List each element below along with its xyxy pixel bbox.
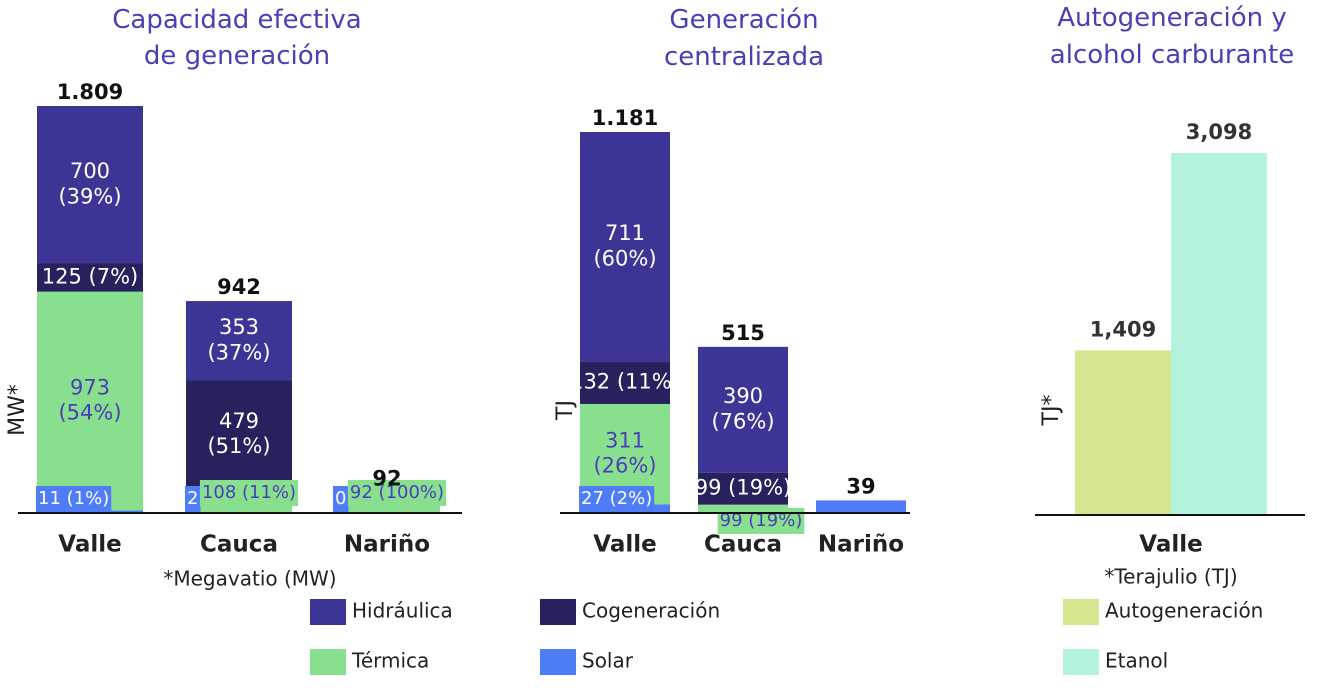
legend-swatch <box>1063 599 1099 625</box>
legend-swatch <box>310 599 346 625</box>
value-label: 2 <box>187 488 198 509</box>
total-label: 92 <box>372 466 401 490</box>
bar-segment <box>186 380 292 489</box>
value-label: 479 (51%) <box>207 409 270 458</box>
x-tick-label: Cauca <box>704 532 782 558</box>
value-label: 0 <box>335 488 346 509</box>
footnote: *Megavatio (MW) <box>163 567 336 591</box>
value-label: 99 (19%) <box>695 476 791 500</box>
x-tick-label: Nariño <box>818 532 904 558</box>
value-label: 11 (1%) <box>38 488 109 509</box>
legend-label: Hidráulica <box>352 599 453 623</box>
total-label: 39 <box>846 474 875 498</box>
value-label: 3,098 <box>1186 120 1252 144</box>
chart-title: Capacidad efectiva de generación <box>112 5 361 71</box>
label-box <box>185 486 201 512</box>
total-label: 1.809 <box>57 80 123 104</box>
label-box <box>347 480 447 506</box>
label-box <box>36 486 112 512</box>
y-axis-label: TJ* <box>1039 395 1064 427</box>
chart-title: Autogeneración y alcohol carburante <box>1050 3 1294 70</box>
x-tick-label: Nariño <box>344 532 430 558</box>
legend-label: Cogeneración <box>582 599 720 623</box>
bar-segment <box>698 472 788 505</box>
x-tick-label: Valle <box>1139 532 1202 558</box>
x-tick-label: Cauca <box>200 532 278 558</box>
value-label: 108 (11%) <box>202 482 296 503</box>
legend-swatch <box>540 649 576 675</box>
x-tick-label: Valle <box>58 532 121 558</box>
value-label: 390 (76%) <box>711 384 774 433</box>
bar-segment <box>580 361 670 404</box>
bar-segment <box>37 106 143 264</box>
bar-segment <box>37 291 143 511</box>
value-label: 132 (11%) <box>570 370 680 394</box>
x-tick-label: Valle <box>593 532 656 558</box>
bar-segment <box>580 132 670 362</box>
footnote: *Terajulio (TJ) <box>1104 565 1237 589</box>
bar-segment <box>698 346 788 473</box>
legend-swatch <box>310 649 346 675</box>
legend-swatch <box>540 599 576 625</box>
bar-segment <box>37 263 143 292</box>
legend-swatch <box>1063 649 1099 675</box>
value-label: 973 (54%) <box>58 375 121 424</box>
value-label: 311 (26%) <box>593 429 656 478</box>
chart-title: Generación centralizada <box>664 5 824 72</box>
annotation: 99 (19%) <box>720 510 803 531</box>
legend-label: Autogeneración <box>1105 599 1263 623</box>
value-label: 92 (100%) <box>350 482 444 503</box>
legend-label: Etanol <box>1105 649 1168 673</box>
value-label: 700 (39%) <box>58 159 121 208</box>
value-label: 353 (37%) <box>207 315 270 364</box>
bar <box>1171 153 1267 515</box>
legend-label: Solar <box>582 649 634 673</box>
value-label: 711 (60%) <box>593 221 656 270</box>
value-label: 125 (7%) <box>42 265 138 289</box>
total-label: 942 <box>217 275 261 299</box>
legend-label: Térmica <box>351 649 429 673</box>
total-label: 1.181 <box>592 106 658 130</box>
label-box <box>333 486 349 512</box>
bar-segment <box>816 500 906 513</box>
label-box <box>579 486 655 512</box>
label-box <box>199 480 299 506</box>
value-label: 1,409 <box>1090 317 1156 341</box>
value-label: 27 (2%) <box>581 488 652 509</box>
y-axis-label: TJ <box>553 400 578 421</box>
bars <box>1075 153 1267 515</box>
bar <box>1075 350 1171 515</box>
y-axis-label: MW* <box>5 384 30 436</box>
total-label: 515 <box>721 321 765 345</box>
bar-segment <box>186 301 292 381</box>
